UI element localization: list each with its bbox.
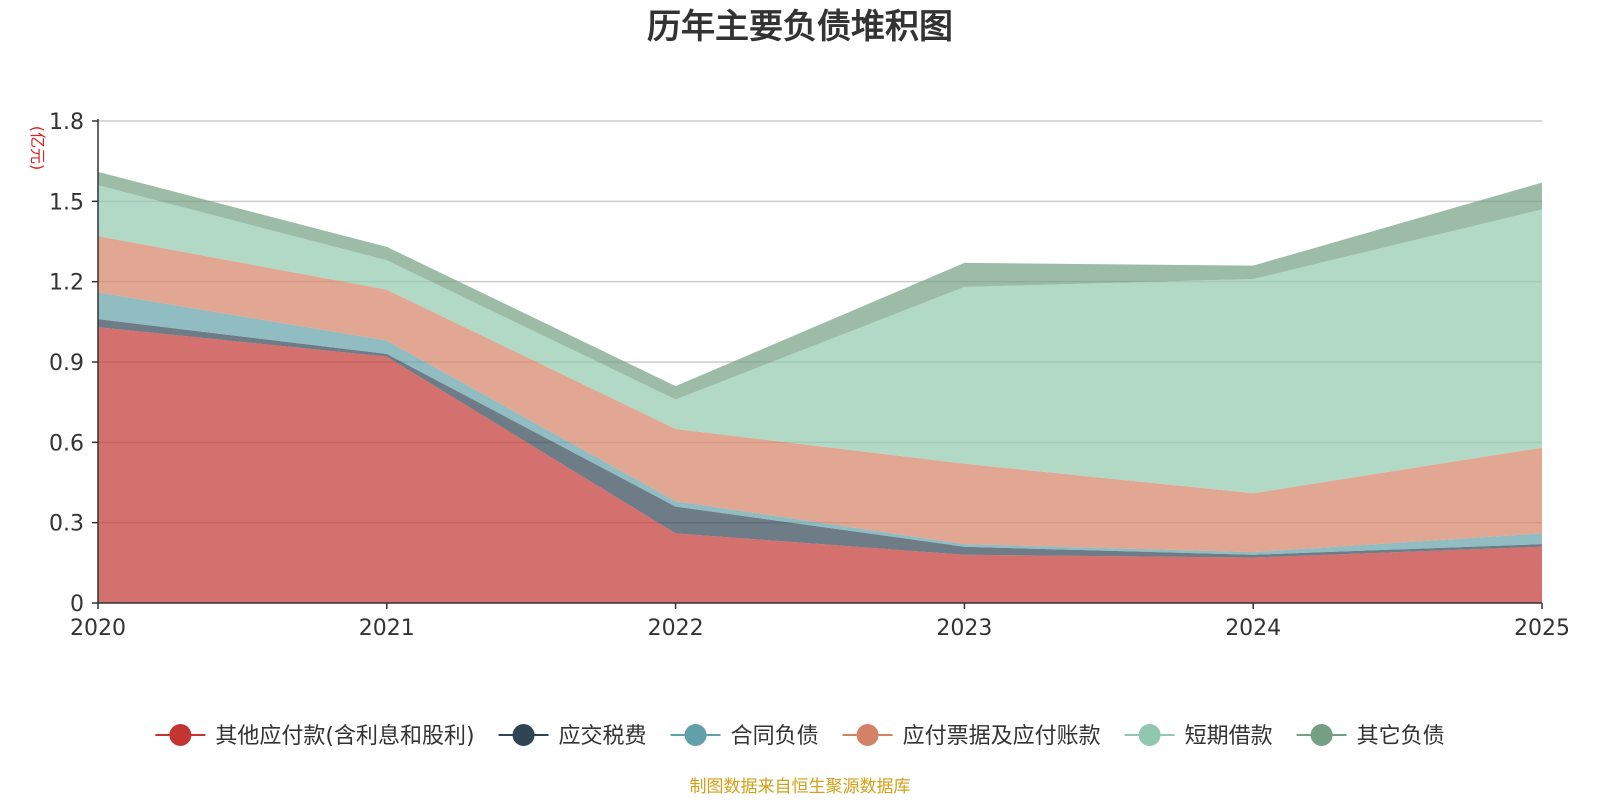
area-3 <box>98 292 1542 555</box>
legend-marker <box>512 724 535 746</box>
y-tick-label: 0.9 <box>49 351 84 376</box>
legend-marker <box>1310 724 1333 746</box>
y-tick-label: 1.8 <box>49 110 84 135</box>
x-tick-label: 2020 <box>70 616 126 641</box>
legend-item[interactable]: 其他应付款(含利息和股利) <box>155 724 475 749</box>
data-source-note: 制图数据来自恒生聚源数据库 <box>690 777 911 797</box>
legend-item[interactable]: 合同负债 <box>670 724 819 749</box>
legend-item[interactable]: 其它负债 <box>1296 724 1445 749</box>
legend-marker <box>169 724 192 746</box>
x-axis-ticks: 2020 2021 2022 2023 2024 2025 <box>70 616 1570 641</box>
legend-marker <box>684 724 707 746</box>
y-tick-label: 1.5 <box>49 190 84 215</box>
legend-label: 合同负债 <box>731 724 819 749</box>
area-4 <box>98 236 1542 553</box>
x-tick-label: 2024 <box>1225 616 1281 641</box>
y-tick-label: 0 <box>70 592 84 617</box>
legend: 其他应付款(含利息和股利) 应交税费 合同负债 应付票据及应付账款 短期借款 其它负债 <box>155 724 1445 749</box>
x-tick-label: 2021 <box>359 616 415 641</box>
legend-item[interactable]: 短期借款 <box>1124 724 1273 749</box>
legend-label: 其他应付款(含利息和股利) <box>215 724 474 749</box>
y-tick-label: 0.3 <box>49 512 84 537</box>
legend-marker <box>1138 724 1161 746</box>
chart-title: 历年主要负债堆积图 <box>647 7 953 47</box>
axes <box>92 119 1543 609</box>
y-tick-label: 0.6 <box>49 431 84 456</box>
x-tick-label: 2023 <box>936 616 992 641</box>
legend-marker <box>856 724 879 746</box>
legend-label: 应交税费 <box>559 724 647 749</box>
area-1 <box>98 327 1542 603</box>
area-series <box>98 171 1542 603</box>
y-axis-ticks: 0 0.3 0.6 0.9 1.2 1.5 1.8 <box>49 110 84 617</box>
legend-label: 应付票据及应付账款 <box>903 724 1101 749</box>
legend-label: 短期借款 <box>1185 724 1273 749</box>
y-tick-label: 1.2 <box>49 271 84 296</box>
legend-item[interactable]: 应交税费 <box>498 724 647 749</box>
x-tick-label: 2022 <box>648 616 704 641</box>
y-axis-unit-label: (亿元) <box>28 126 47 171</box>
legend-label: 其它负债 <box>1357 724 1445 749</box>
legend-item[interactable]: 应付票据及应付账款 <box>842 724 1101 749</box>
x-tick-label: 2025 <box>1514 616 1570 641</box>
area-5 <box>98 185 1542 494</box>
